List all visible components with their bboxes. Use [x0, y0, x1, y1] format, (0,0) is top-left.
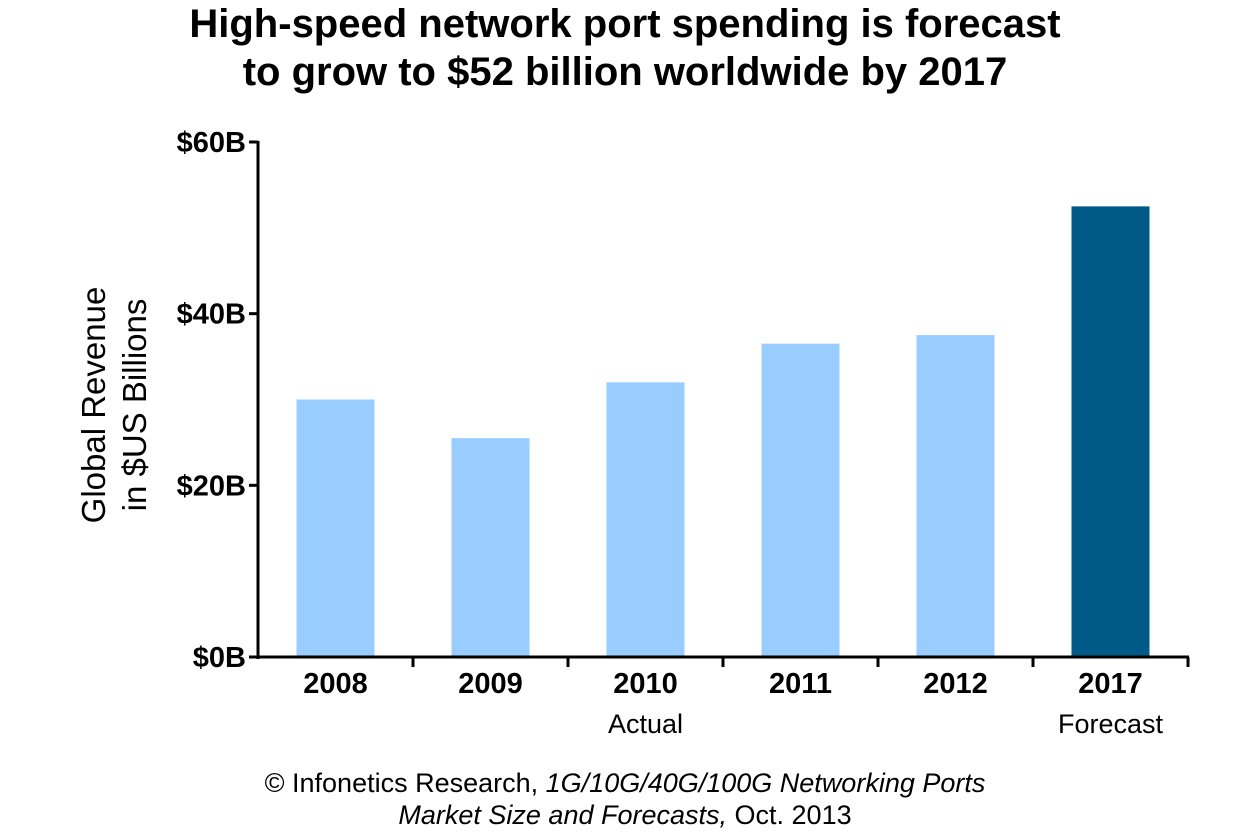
y-tick-label-40: $40B [177, 299, 246, 331]
y-axis-label-line-2: in $US Billions [116, 299, 153, 512]
bar-2010 [606, 382, 685, 657]
source-report-title: 1G/10G/40G/100G Networking Ports [545, 768, 986, 798]
x-tick-label-2011: 2011 [769, 668, 832, 700]
group-label-forecast: Forecast [1058, 709, 1164, 739]
source-note: © Infonetics Research, 1G/10G/40G/100G N… [0, 767, 1250, 831]
y-tick-label-20: $20B [177, 470, 246, 502]
x-tick-label-2010: 2010 [613, 668, 678, 700]
bar-2012 [916, 335, 995, 657]
x-tick-label-2009: 2009 [458, 668, 523, 700]
y-axis-label: Global Revenue in $US Billions [75, 287, 153, 524]
source-report-title-cont: Market Size and Forecasts, [398, 800, 728, 830]
labels-group: $0B $20B $40B $60B 2008 2009 2010 2011 2012 2017 A… [177, 127, 1164, 739]
group-label-actual: Actual [608, 709, 683, 739]
bar-2017 [1071, 206, 1150, 657]
bars-group [296, 206, 1150, 657]
y-tick-label-0: $0B [193, 642, 246, 674]
source-date: Oct. 2013 [727, 800, 852, 830]
axes-group [249, 140, 1190, 667]
y-tick-label-60: $60B [177, 127, 246, 159]
bar-2008 [296, 399, 375, 657]
chart-title-line-1: High-speed network port spending is fore… [189, 2, 1061, 46]
source-line-2: Market Size and Forecasts, Oct. 2013 [0, 799, 1250, 831]
bar-2009 [451, 438, 530, 657]
chart-title: High-speed network port spending is fore… [0, 0, 1250, 96]
x-tick-label-2008: 2008 [303, 668, 368, 700]
chart-title-line-2: to grow to $52 billion worldwide by 2017 [242, 50, 1008, 94]
x-tick-label-2017: 2017 [1078, 668, 1143, 700]
x-tick-label-2012: 2012 [923, 668, 988, 700]
source-prefix: © Infonetics Research, [264, 768, 546, 798]
y-axis-label-line-1: Global Revenue [75, 287, 112, 524]
source-line-1: © Infonetics Research, 1G/10G/40G/100G N… [0, 767, 1250, 799]
bar-2011 [761, 343, 840, 657]
